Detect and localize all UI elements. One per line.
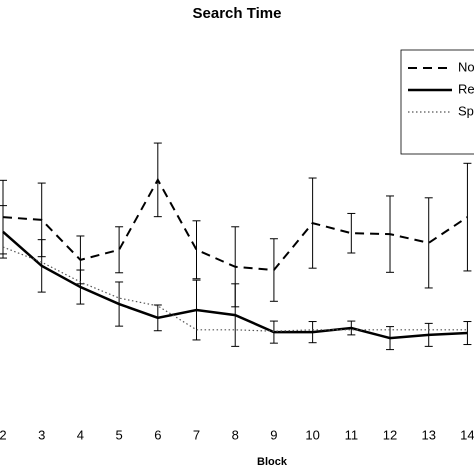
- x-tick-label: 8: [232, 427, 239, 442]
- x-tick-label: 4: [77, 427, 84, 442]
- legend-label: No: [458, 59, 474, 74]
- x-tick-label: 13: [421, 427, 435, 442]
- error-bar: [424, 197, 433, 289]
- x-tick-label: 3: [38, 427, 45, 442]
- chart-title: Search Time: [193, 5, 282, 22]
- x-axis-label: Block: [257, 456, 288, 468]
- x-tick-label: 14: [460, 427, 474, 442]
- legend-label: Sp: [458, 103, 474, 118]
- legend-label: Re: [458, 81, 474, 96]
- x-tick-label: 12: [383, 427, 397, 442]
- x-tick-label: 5: [115, 427, 122, 442]
- error-bar: [347, 212, 356, 254]
- x-tick-label: 6: [154, 427, 161, 442]
- x-tick-label: 11: [345, 427, 359, 442]
- line-series: [2, 230, 468, 340]
- error-bar: [192, 220, 201, 280]
- x-tick-label: 10: [305, 427, 319, 442]
- x-tick-label: 7: [193, 427, 200, 442]
- line-series: [2, 246, 468, 332]
- error-bar: [115, 226, 124, 274]
- x-tick-label: 2: [0, 427, 7, 442]
- legend-box: [400, 49, 474, 155]
- x-tick-label: 9: [270, 427, 277, 442]
- line-series: [2, 177, 468, 272]
